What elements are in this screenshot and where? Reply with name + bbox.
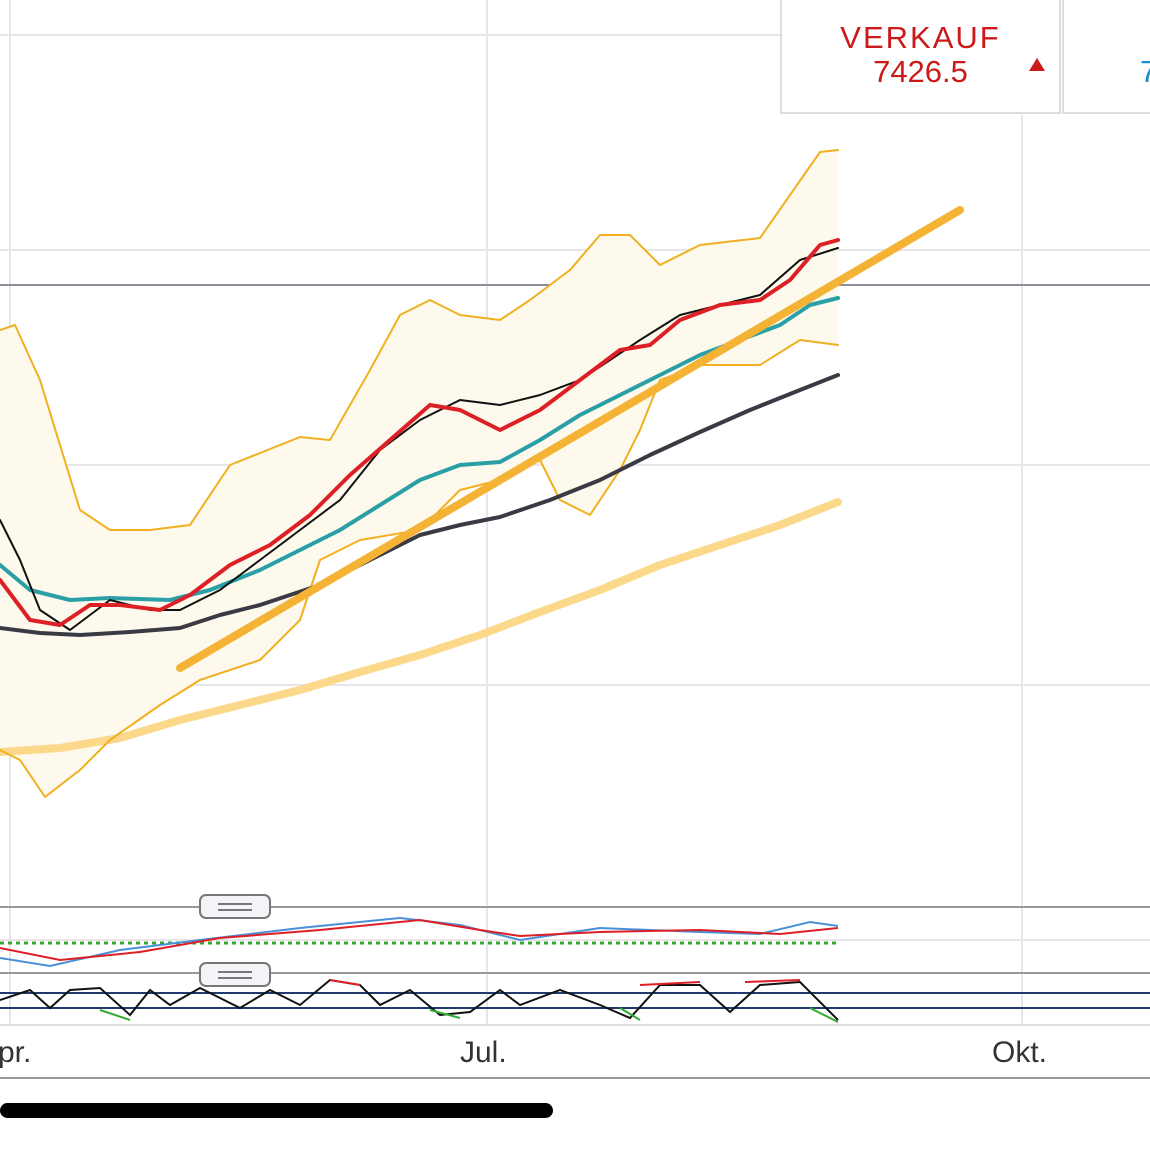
sell-label: VERKAUF (840, 20, 1001, 55)
grid (0, 0, 1150, 1025)
x-axis-label: pr. (0, 1036, 32, 1069)
stochastic (0, 978, 1150, 1023)
x-axis-label: Okt. (992, 1036, 1048, 1069)
up-arrow (1029, 58, 1045, 71)
sell-price: 7426.5 (873, 54, 968, 89)
macd (0, 916, 840, 968)
x-axis-label: Jul. (460, 1036, 507, 1069)
panel-handle[interactable] (199, 894, 271, 919)
panel-handle[interactable] (199, 962, 271, 987)
sell-button[interactable]: VERKAUF 7426.5 (780, 0, 1061, 114)
buy-price: 7 (1140, 54, 1150, 89)
scrollbar[interactable] (0, 1103, 553, 1118)
indicators (0, 149, 964, 798)
band-fill (0, 150, 838, 797)
buy-button[interactable]: 7 (1062, 0, 1150, 114)
